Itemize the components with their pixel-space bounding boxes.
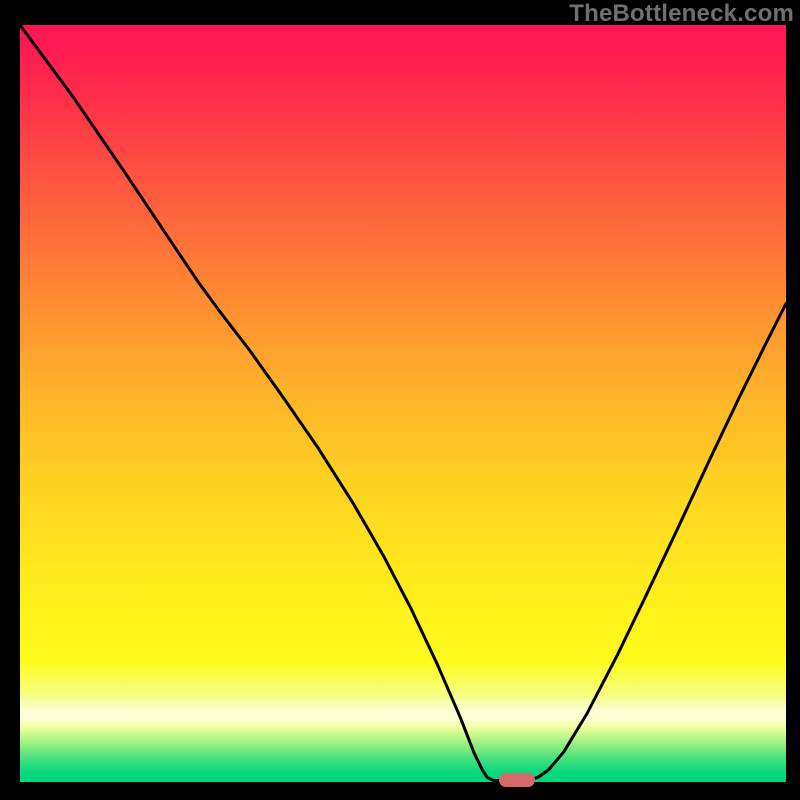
watermark-text: TheBottleneck.com bbox=[569, 0, 794, 28]
frame-border-bottom bbox=[0, 782, 800, 800]
frame-border-right bbox=[786, 0, 800, 800]
optimal-marker bbox=[499, 773, 535, 787]
chart-frame: TheBottleneck.com bbox=[0, 0, 800, 800]
plot-area bbox=[20, 25, 786, 782]
frame-border-left bbox=[0, 0, 20, 800]
gradient-background bbox=[20, 25, 786, 782]
gradient-and-curve-svg bbox=[20, 25, 786, 782]
